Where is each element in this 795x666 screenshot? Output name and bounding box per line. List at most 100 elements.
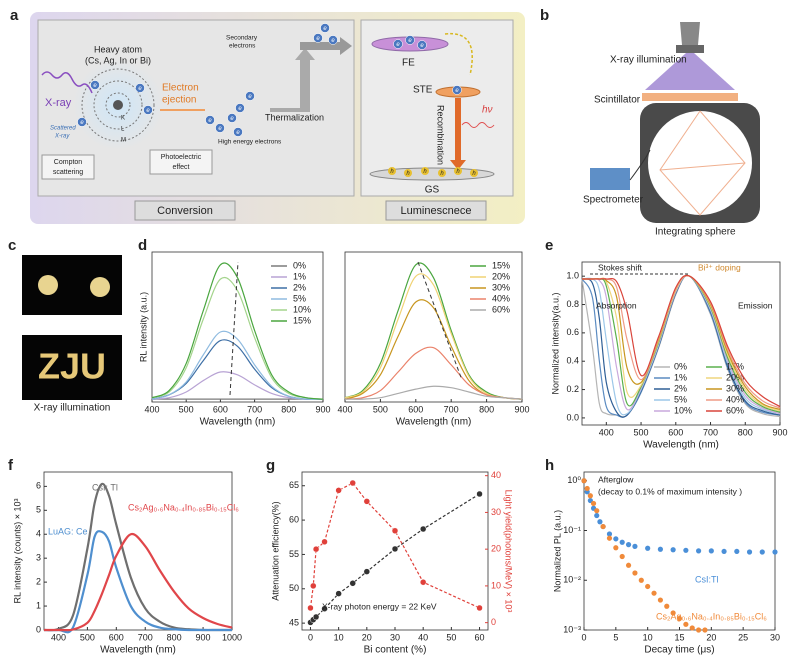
caption: X-ray illumination [34,403,111,414]
series-label: LuAG: Ce [48,526,88,536]
x-tick-label: 25 [738,632,748,642]
scintillator [642,93,738,101]
chart: 0 10 20 30 40 50 60 45 50 55 60 65 0 10 20 30 40 Bi conte… [270,470,513,656]
label: Scintillator [594,95,641,106]
series-line [151,262,324,400]
y2-tick-label: 30 [491,507,501,517]
electron [328,35,338,45]
data-point [696,627,702,633]
x-tick-label: 500 [179,404,194,414]
legend-label: 0% [293,260,306,270]
electron [405,35,415,45]
annotation: (decay to 0.1% of maximum intensity ) [598,486,742,496]
x-tick-label: 20 [362,632,372,642]
y-tick-label: 10⁻² [563,575,581,585]
y-tick-label: 65 [289,480,299,490]
data-point [419,578,427,586]
panel-c: ZJU X-ray illumination [22,255,122,414]
plot-frame [43,471,233,631]
data-point [606,531,613,537]
y-tick-label: 45 [289,618,299,628]
data-point [696,548,702,554]
box-label: effect [173,164,190,171]
electron-symbol: e [138,86,142,92]
hole [454,167,462,175]
y-axis-label: RL intensity (a.u.) [138,292,148,362]
label: electrons [229,43,256,50]
data-point [310,582,317,590]
photo [22,335,122,400]
series-line [43,532,233,632]
hole-symbol: h [456,169,460,175]
label: Spectrometer [583,195,644,206]
data-point [594,508,600,514]
relax-arrow [444,32,473,76]
electron [235,103,245,113]
electron [320,23,330,33]
label: High energy electrons [218,139,282,146]
panel-label: a [10,7,19,24]
y-tick-label: 0.2 [566,384,579,394]
electron-symbol: e [396,42,400,48]
y-tick-label: 55 [289,549,299,559]
x-tick-label: 600 [408,404,423,414]
data-point [625,562,632,568]
electron [452,85,462,95]
data-point [584,485,590,492]
y-axis-label: RL intensity (counts) × 10³ [12,499,22,604]
electron-symbol: e [230,116,234,122]
x-tick-label: 1000 [222,632,242,642]
series-line [43,530,232,634]
x-tick-label: 800 [479,404,494,414]
data-point [312,545,320,553]
panel-label: f [8,457,14,474]
y2-axis-label: Light yield(photons/MeV) × 10³ [504,490,514,613]
hole-symbol: h [472,171,476,177]
box-label: Compton [54,159,83,166]
electron-symbol: e [316,36,320,42]
annotation: Afterglow [598,474,634,484]
data-point [335,590,342,597]
x-axis-label: Wavelength (nm) [100,645,176,656]
electron-symbol: e [331,38,335,44]
arrow [300,37,352,55]
data-point [619,539,625,545]
electron-symbol: e [146,108,150,114]
shell-label: K [121,116,125,122]
data-point [391,545,399,553]
level-label: STE [413,85,433,96]
x-tick-label: 15 [674,632,684,642]
y-tick-label: 0.6 [566,327,579,337]
x-tick-label: 400 [599,427,614,437]
hole-symbol: h [423,169,427,175]
data-point [312,613,320,621]
data-point [476,604,483,612]
x-axis-label: Decay time (μs) [644,645,714,656]
y-tick-label: 6 [36,481,41,491]
plot-frame [151,251,324,403]
spectrometer [590,168,630,190]
data-point [419,525,427,533]
data-point [594,512,600,519]
legend-label: 1% [293,271,306,281]
data-point [734,548,740,555]
panel-label: b [540,7,549,24]
data-point [321,538,328,546]
atom-label: (Cs, Ag, In or Bi) [85,55,151,65]
hole-symbol: h [440,171,444,177]
plot-frame [581,261,781,426]
xray-tube [676,45,704,53]
x-tick-label: 500 [634,427,649,437]
x-tick-label: 60 [475,632,485,642]
level-label: GS [425,185,440,196]
hole-symbol: h [390,169,394,175]
data-point [597,519,603,525]
series-label: CsI:Tl [695,574,719,584]
x-tick-label: 900 [196,632,211,642]
data-point [772,549,778,555]
hole-symbol: h [406,171,410,177]
label: Secondary [226,35,258,42]
electron-symbol: e [80,120,84,126]
sample [38,275,58,295]
hole [388,167,396,175]
